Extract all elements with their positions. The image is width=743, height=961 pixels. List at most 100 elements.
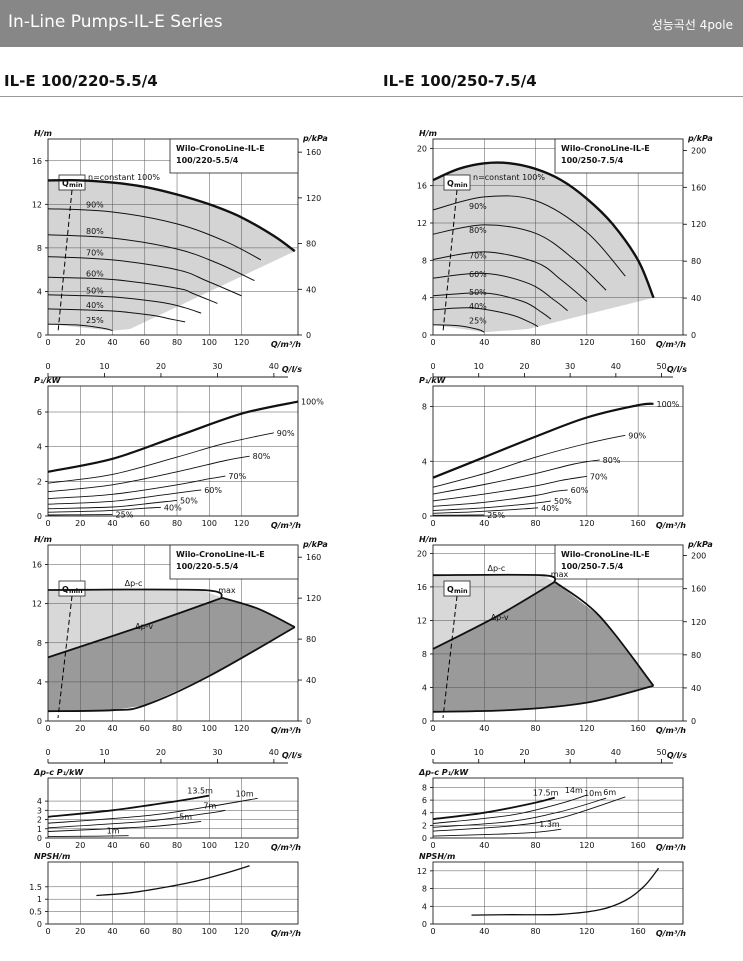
R3-ytick-label: 8	[422, 650, 427, 659]
L5-ytick-label: 1	[37, 895, 42, 904]
L2-curve-label: 80%	[253, 452, 271, 461]
L2-curve-label: 50%	[180, 496, 198, 505]
model-name-left: IL-E 100/220-5.5/4	[4, 72, 158, 90]
R1-ytick-label: 20	[417, 144, 427, 153]
L5-frame	[47, 861, 299, 925]
R4-curve-label: 14m	[565, 786, 583, 795]
model-name-right: IL-E 100/250-7.5/4	[383, 72, 537, 90]
R2-curve-label: 25%	[487, 511, 505, 520]
L5-xlabel: Q/m³/h	[271, 929, 301, 938]
R2-ytick-label: 8	[422, 403, 427, 412]
R3-dpv-curve	[432, 581, 556, 650]
R3-ytick-label: 4	[422, 683, 427, 692]
R4-xlabel: Q/m³/h	[656, 843, 686, 852]
R3-ytick-label: 0	[422, 717, 427, 726]
R3-xtick-label: 120	[579, 724, 594, 733]
R3-xtick-label: 40	[479, 724, 489, 733]
L1-curve-90pct	[47, 208, 262, 261]
L3-x2tick-label: 0	[45, 748, 50, 757]
R1-xtick-label: 160	[630, 338, 645, 347]
R4-axes: 0 40 80 120 160 0 2 4 6 8 Q/m³/h Δp-c P₁/kW	[418, 768, 686, 852]
L2-curve-label: 70%	[228, 472, 246, 481]
L4-ytick-label: 0	[37, 834, 42, 843]
L4-ylabel: Δp-c P₁/kW	[33, 768, 84, 777]
R2-curve-label: 70%	[590, 472, 608, 481]
L3-y2tick-label: 160	[306, 553, 321, 562]
header-title: In-Line Pumps-IL-E Series	[8, 12, 223, 32]
R4-ytick-label: 2	[422, 821, 427, 830]
L4-curve-label: 13.5m	[187, 787, 213, 796]
R1-xtick-label: 120	[579, 338, 594, 347]
R3-y2label: p/kPa	[687, 540, 713, 549]
L1-xtick-label: 40	[107, 338, 117, 347]
L1-ytick-label: 0	[37, 331, 42, 340]
R2-curve-label: 60%	[571, 486, 589, 495]
R2-curve-label: 40%	[541, 504, 559, 513]
L3-dpc-label: Δp-c	[125, 579, 143, 588]
R5-ytick-label: 12	[417, 867, 427, 876]
R1-ytick-label: 16	[417, 182, 427, 191]
L1-y2tick-label: 0	[306, 331, 311, 340]
L4-curve-label: 1m	[107, 827, 120, 836]
L4-ytick-label: 2	[37, 816, 42, 825]
R2-curve-70pct	[432, 475, 587, 502]
R1-curve-label: 90%	[469, 202, 487, 211]
R1-xtick-label: 0	[430, 338, 435, 347]
L4-curve-1m	[47, 835, 129, 838]
L1-curve-70pct	[47, 256, 242, 297]
L1-curve-label: 25%	[86, 316, 104, 325]
L1-ytick-label: 4	[37, 287, 42, 296]
R3-max-curve	[554, 581, 655, 687]
L2-curve-label: 90%	[277, 429, 295, 438]
L5-axes: 0 20 40 60 80 100 120 0 0.5 1 1.5 Q/m³/h NPSH/m	[29, 852, 301, 938]
L3-y2tick-label: 40	[306, 676, 316, 685]
R3-y2tick-label: 120	[691, 618, 706, 627]
R4-ytick-label: 4	[422, 809, 427, 818]
R1-y2tick-label: 120	[691, 220, 706, 229]
R2-ytick-label: 0	[422, 512, 427, 521]
L3-xtick-label: 60	[140, 724, 150, 733]
L3-y2label: p/kPa	[302, 540, 328, 549]
L2-curve-40pct	[47, 506, 161, 513]
L3-ytick-label: 12	[32, 600, 42, 609]
L3-xlabel: Q/m³/h	[271, 726, 301, 735]
L3-y2tick-label: 120	[306, 594, 321, 603]
L1-ytick-label: 16	[32, 157, 42, 166]
R3-title-box	[554, 544, 684, 580]
R4-xtick-label: 120	[579, 841, 594, 850]
R3-title: Wilo-CronoLine-IL-E	[561, 550, 650, 559]
R1-curve-label: 40%	[469, 302, 487, 311]
L3-x2tick-label: 10	[99, 748, 109, 757]
L1-envelope-label: n=constant 100%	[88, 173, 160, 182]
R3-xtick-label: 0	[430, 724, 435, 733]
L4-xtick-label: 100	[202, 841, 217, 850]
L1-x2tick-label: 20	[156, 362, 166, 371]
R4-xtick-label: 160	[630, 841, 645, 850]
R1-xtick-label: 80	[530, 338, 540, 347]
R3-y2tick-label: 0	[691, 717, 696, 726]
R3-x2tick-label: 50	[656, 748, 666, 757]
R1-x2label: Q/l/s	[667, 365, 687, 374]
R3-dpc-label: Δp-c	[487, 564, 505, 573]
L1-curve-80pct	[47, 234, 255, 282]
L2-ytick-label: 2	[37, 477, 42, 486]
R1-xlabel: Q/m³/h	[656, 340, 686, 349]
L3-qmin-sub: min	[69, 587, 83, 595]
L1-xtick-label: 60	[140, 338, 150, 347]
L3-dpv-area	[48, 597, 295, 712]
R2-curve-90pct	[432, 434, 626, 488]
R5-xlabel: Q/m³/h	[656, 929, 686, 938]
L1-curve-100pct	[47, 179, 296, 253]
L2-xtick-label: 120	[234, 519, 249, 528]
R5-xtick-label: 80	[530, 927, 540, 936]
R1-title-box	[554, 138, 684, 174]
L1-title-box	[169, 138, 299, 174]
R2-curve-label: 90%	[628, 431, 646, 440]
R3-x2tick-label: 40	[611, 748, 621, 757]
R4-ytick-label: 8	[422, 783, 427, 792]
R2-xlabel: Q/m³/h	[656, 521, 686, 530]
L3-subtitle: 100/220-5.5/4	[176, 562, 239, 571]
R1-curve-90pct	[432, 195, 626, 277]
R1-qmin-label: Q	[447, 179, 454, 188]
